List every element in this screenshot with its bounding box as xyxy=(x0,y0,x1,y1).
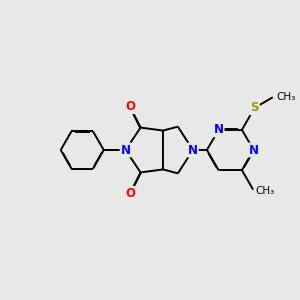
Text: N: N xyxy=(188,143,198,157)
Text: S: S xyxy=(250,101,259,114)
Text: N: N xyxy=(121,143,130,157)
Text: O: O xyxy=(125,100,135,113)
Text: O: O xyxy=(125,187,135,200)
Text: N: N xyxy=(249,143,259,157)
Text: CH₃: CH₃ xyxy=(256,186,275,196)
Text: N: N xyxy=(214,123,224,136)
Text: CH₃: CH₃ xyxy=(276,92,296,102)
